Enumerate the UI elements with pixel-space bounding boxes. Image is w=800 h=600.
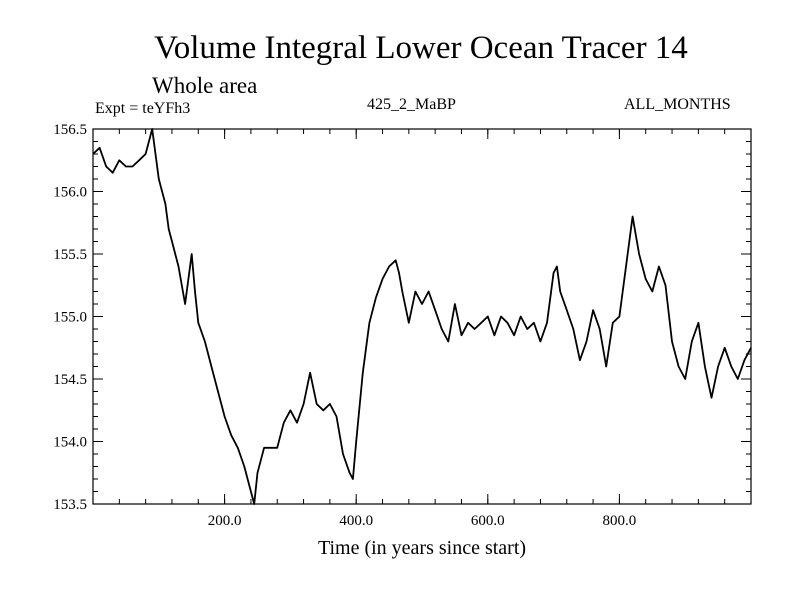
- axis-ticks: [93, 128, 752, 505]
- run-label: 425_2_MaBP: [367, 96, 456, 113]
- months-label: ALL_MONTHS: [624, 96, 731, 113]
- y-tick-label: 155.5: [53, 247, 87, 263]
- experiment-label: Expt = teYFh3: [95, 100, 191, 117]
- x-tick-label: 200.0: [208, 513, 242, 529]
- tick-labels: 153.5 154.0 154.5 155.0 155.5 156.0 156.5 200.0…: [53, 122, 636, 529]
- plot-frame: [92, 128, 752, 505]
- y-tick-label: 156.5: [53, 122, 87, 138]
- y-tick-label: 154.5: [53, 372, 87, 388]
- y-tick-label: 153.5: [53, 497, 87, 513]
- x-tick-label: 800.0: [603, 513, 637, 529]
- x-axis-label: Time (in years since start): [317, 537, 527, 559]
- y-tick-label: 156.0: [53, 185, 87, 201]
- chart-subtitle: Whole area: [152, 73, 258, 98]
- chart-title: Volume Integral Lower Ocean Tracer 14: [154, 30, 688, 66]
- y-tick-label: 154.0: [53, 435, 87, 451]
- series-line: [92, 128, 752, 505]
- y-tick-label: 155.0: [53, 310, 87, 326]
- x-tick-label: 400.0: [339, 513, 373, 529]
- x-tick-label: 600.0: [471, 513, 505, 529]
